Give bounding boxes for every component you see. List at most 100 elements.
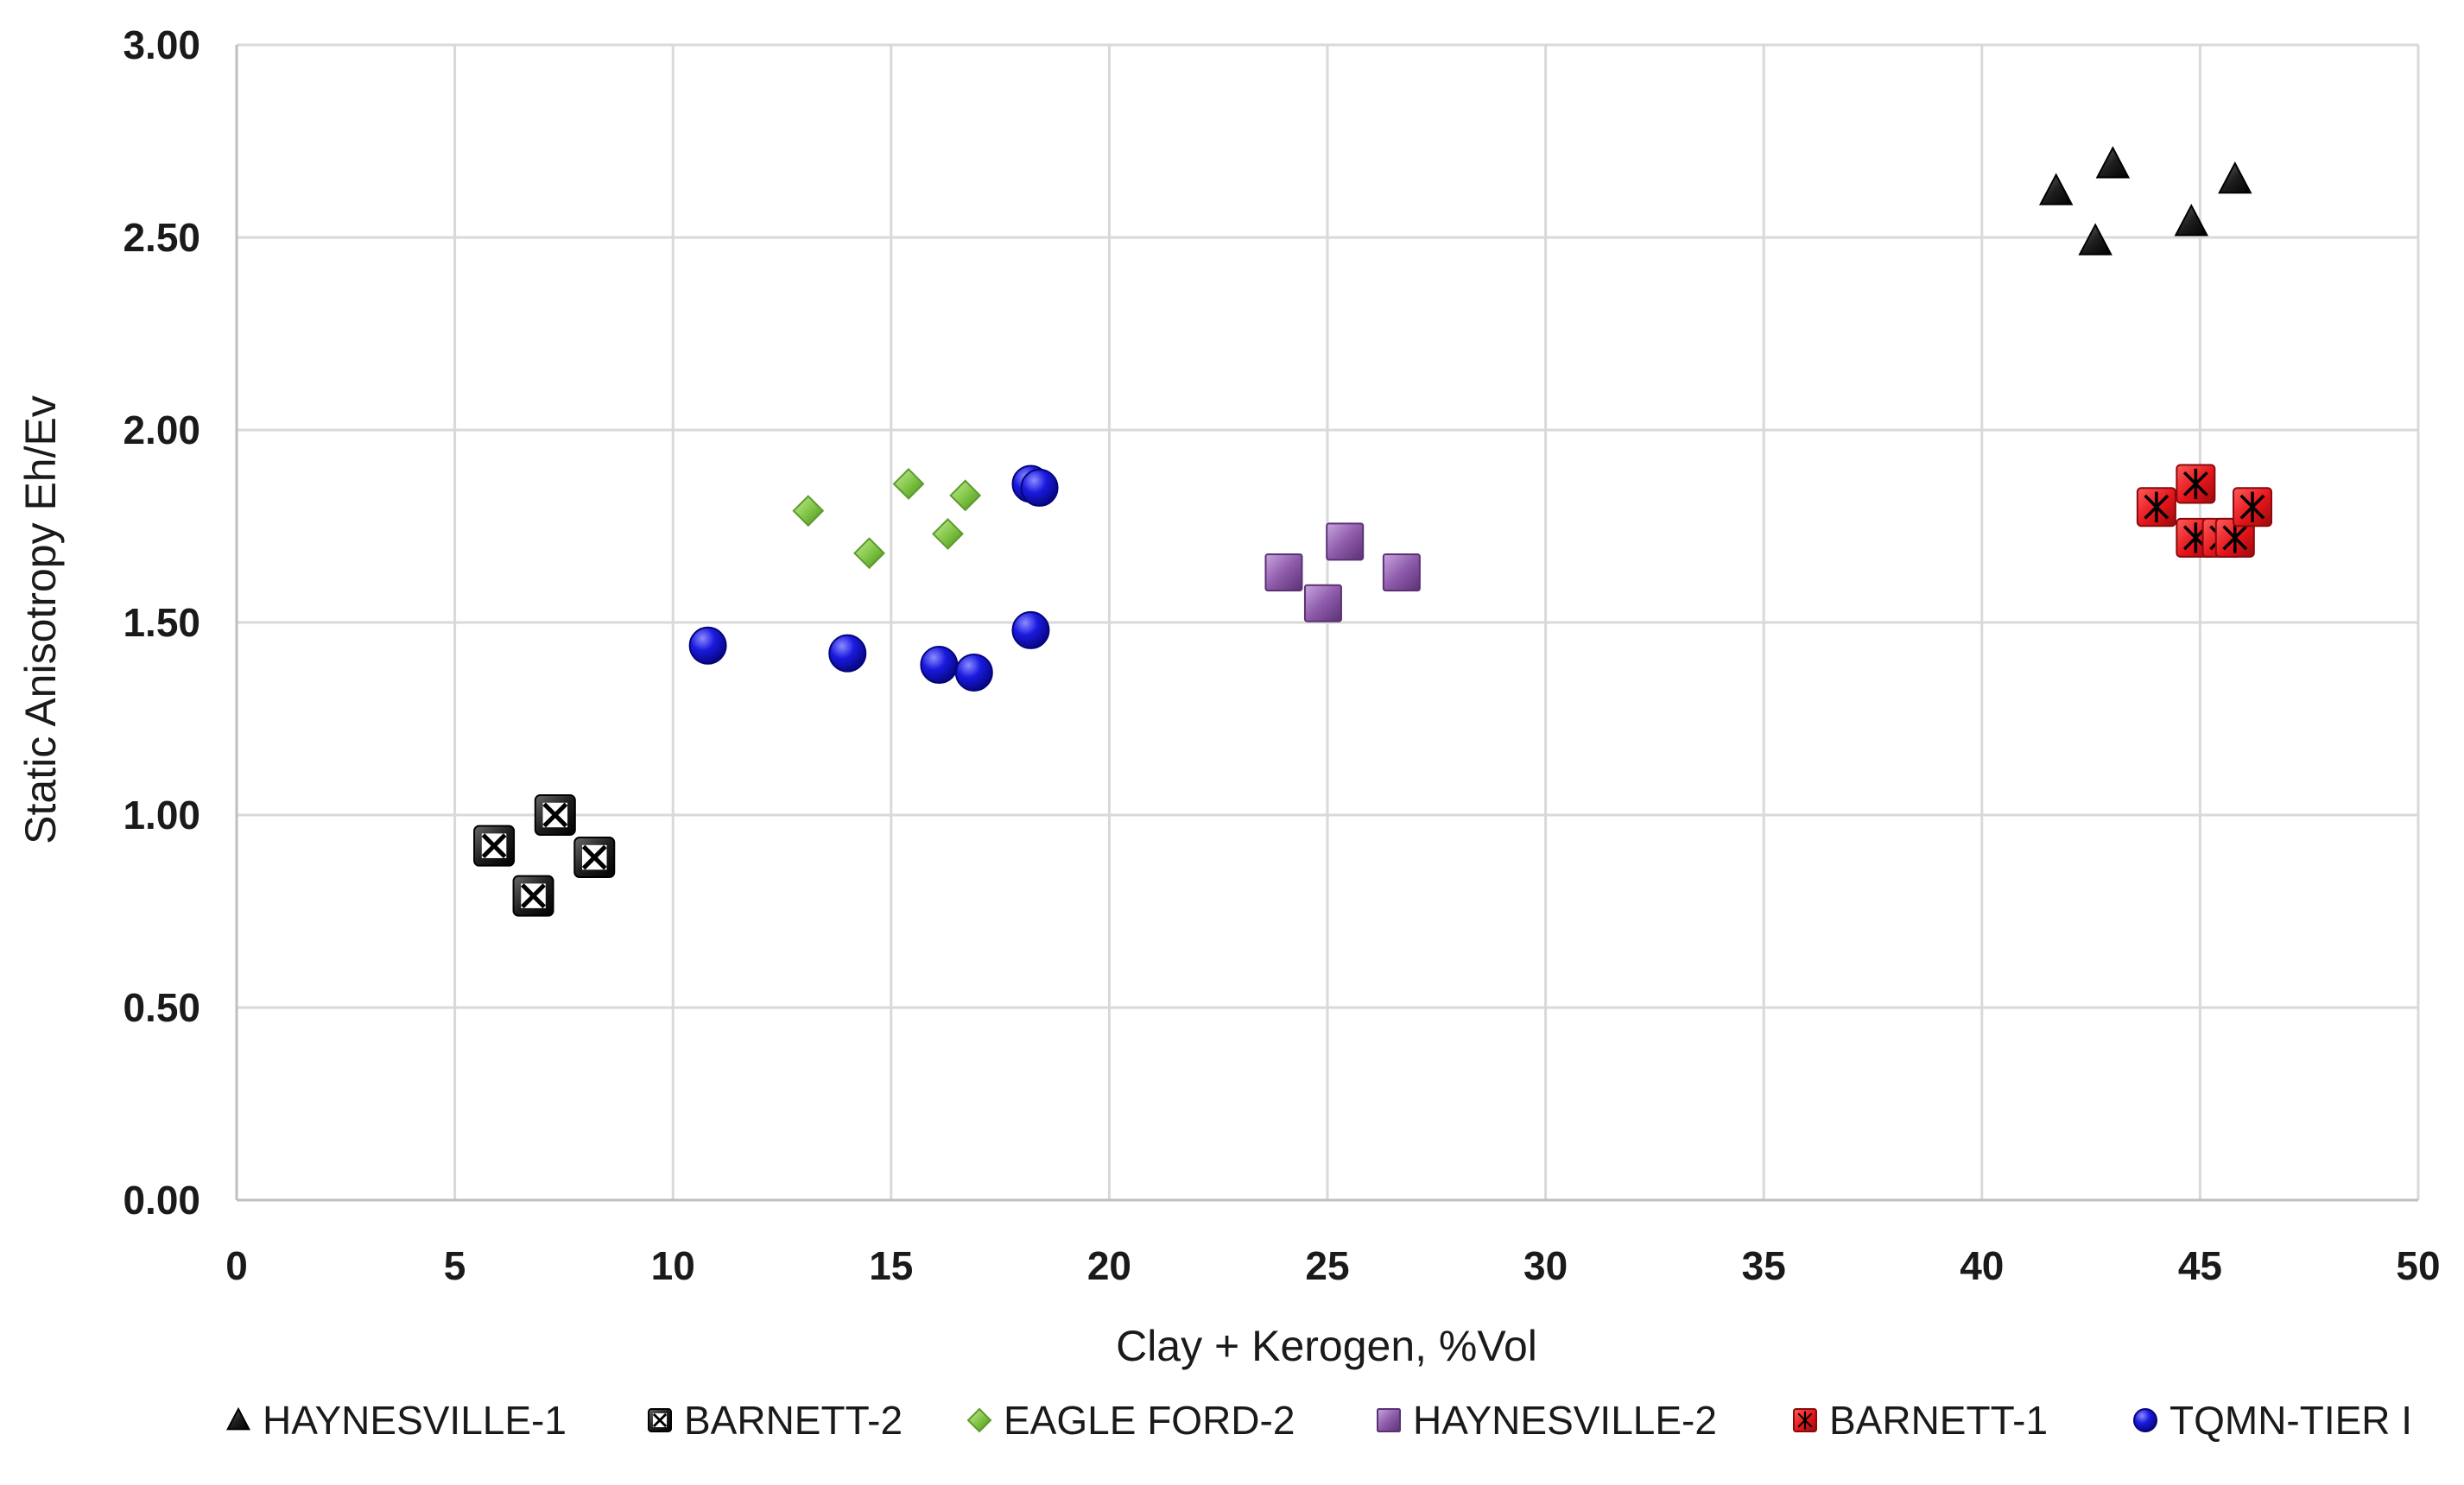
x-axis-tick-labels: 0 5 10 15 20 25 30 35 40 45 50	[225, 1243, 2440, 1288]
x-tick-label: 30	[1523, 1243, 1568, 1288]
data-point	[2038, 173, 2074, 205]
square-shape	[1264, 553, 1303, 592]
y-tick-label: 2.00	[123, 408, 200, 452]
circle-shape	[1011, 610, 1050, 649]
legend: HAYNESVILLE-1 BARNETT-2 EAGLE FORD-2 HAYNES…	[225, 1398, 2412, 1443]
cross-line	[652, 1412, 668, 1428]
series-barnett-1	[2136, 464, 2273, 558]
x-tick-label: 15	[869, 1243, 913, 1288]
square-shape	[1303, 584, 1342, 622]
diamond-shape	[892, 468, 925, 500]
triangle-shape	[2078, 223, 2112, 256]
data-point	[828, 634, 867, 673]
diamond-shape	[932, 518, 964, 550]
cross-line	[581, 844, 607, 870]
legend-label: HAYNESVILLE-2	[1413, 1398, 1717, 1443]
legend-item: BARNETT-1	[1793, 1398, 2048, 1443]
data-point	[932, 518, 964, 550]
circle-shape	[954, 653, 993, 692]
y-tick-label: 3.00	[123, 22, 200, 67]
data-point	[1264, 553, 1303, 592]
y-tick-label: 1.00	[123, 793, 200, 837]
diamond-shape	[792, 495, 825, 528]
legend-label: TQMN-TIER I	[2169, 1398, 2412, 1443]
series-haynesville-2	[1264, 522, 1421, 622]
data-point	[1326, 522, 1365, 561]
data-point	[473, 825, 516, 867]
circle-shape	[920, 646, 959, 685]
series-eagle-ford-2	[792, 468, 982, 570]
data-point	[2176, 464, 2216, 504]
x-tick-label: 40	[1960, 1243, 2004, 1288]
series-haynesville-1	[2038, 146, 2252, 256]
data-point	[688, 626, 727, 665]
data-point	[949, 479, 982, 512]
y-tick-label: 0.50	[123, 985, 200, 1030]
data-point	[534, 794, 576, 836]
legend-marker	[966, 1407, 992, 1433]
data-point	[573, 837, 616, 879]
circle-shape	[828, 634, 867, 673]
axes	[235, 45, 2418, 1202]
square-shape	[1326, 522, 1365, 561]
circle-shape	[2133, 1408, 2157, 1432]
legend-marker	[2133, 1408, 2157, 1432]
triangle-shape	[225, 1406, 251, 1431]
data-point	[954, 653, 993, 692]
data-point	[2218, 161, 2252, 194]
data-point	[2095, 146, 2131, 179]
y-tick-label: 0.00	[123, 1178, 200, 1223]
data-point	[512, 875, 554, 917]
legend-item: TQMN-TIER I	[2133, 1398, 2412, 1443]
data-point	[2136, 487, 2176, 528]
x-tick-label: 0	[225, 1243, 248, 1288]
y-tick-label: 1.50	[123, 600, 200, 645]
data-point	[2078, 223, 2112, 256]
circle-shape	[1020, 468, 1059, 507]
y-axis-title: Static Anisotropy Eh/Ev	[16, 395, 65, 844]
triangle-shape	[2218, 161, 2252, 194]
legend-item: HAYNESVILLE-1	[225, 1398, 567, 1443]
legend-item: HAYNESVILLE-2	[1377, 1398, 1717, 1443]
legend-label: HAYNESVILLE-1	[263, 1398, 567, 1443]
diamond-shape	[853, 537, 885, 570]
legend-label: BARNETT-1	[1829, 1398, 2048, 1443]
legend-item: EAGLE FORD-2	[966, 1398, 1295, 1443]
series-tqmn-tier-i	[688, 464, 1059, 692]
triangle-shape	[2038, 173, 2074, 205]
diamond-shape	[949, 479, 982, 512]
x-tick-label: 50	[2396, 1243, 2440, 1288]
legend-item: BARNETT-2	[648, 1398, 903, 1443]
data-point	[2174, 204, 2209, 237]
legend-label: EAGLE FORD-2	[1004, 1398, 1295, 1443]
x-tick-label: 45	[2178, 1243, 2222, 1288]
square-shape	[1382, 553, 1421, 592]
data-point	[920, 646, 959, 685]
diamond-shape	[966, 1407, 992, 1433]
data-point	[853, 537, 885, 570]
circle-shape	[688, 626, 727, 665]
x-axis-title: Clay + Kerogen, %Vol	[1116, 1322, 1537, 1370]
legend-marker	[1377, 1408, 1401, 1432]
triangle-shape	[2174, 204, 2209, 237]
data-point	[1303, 584, 1342, 622]
grid-lines	[237, 43, 2420, 1200]
cross-line	[521, 883, 546, 909]
legend-marker	[225, 1406, 251, 1431]
data-point	[792, 495, 825, 528]
data-point	[1011, 610, 1050, 649]
data-points	[473, 146, 2273, 917]
data-point	[2233, 487, 2273, 528]
square-shape	[1377, 1408, 1401, 1432]
legend-marker	[1793, 1408, 1817, 1432]
x-tick-label: 25	[1305, 1243, 1349, 1288]
x-tick-label: 20	[1087, 1243, 1131, 1288]
cross-line	[481, 833, 507, 859]
x-tick-label: 10	[651, 1243, 695, 1288]
data-point	[1382, 553, 1421, 592]
data-point	[1020, 468, 1059, 507]
cross-line	[542, 802, 568, 828]
data-point	[2214, 517, 2255, 558]
x-tick-label: 35	[1742, 1243, 1786, 1288]
